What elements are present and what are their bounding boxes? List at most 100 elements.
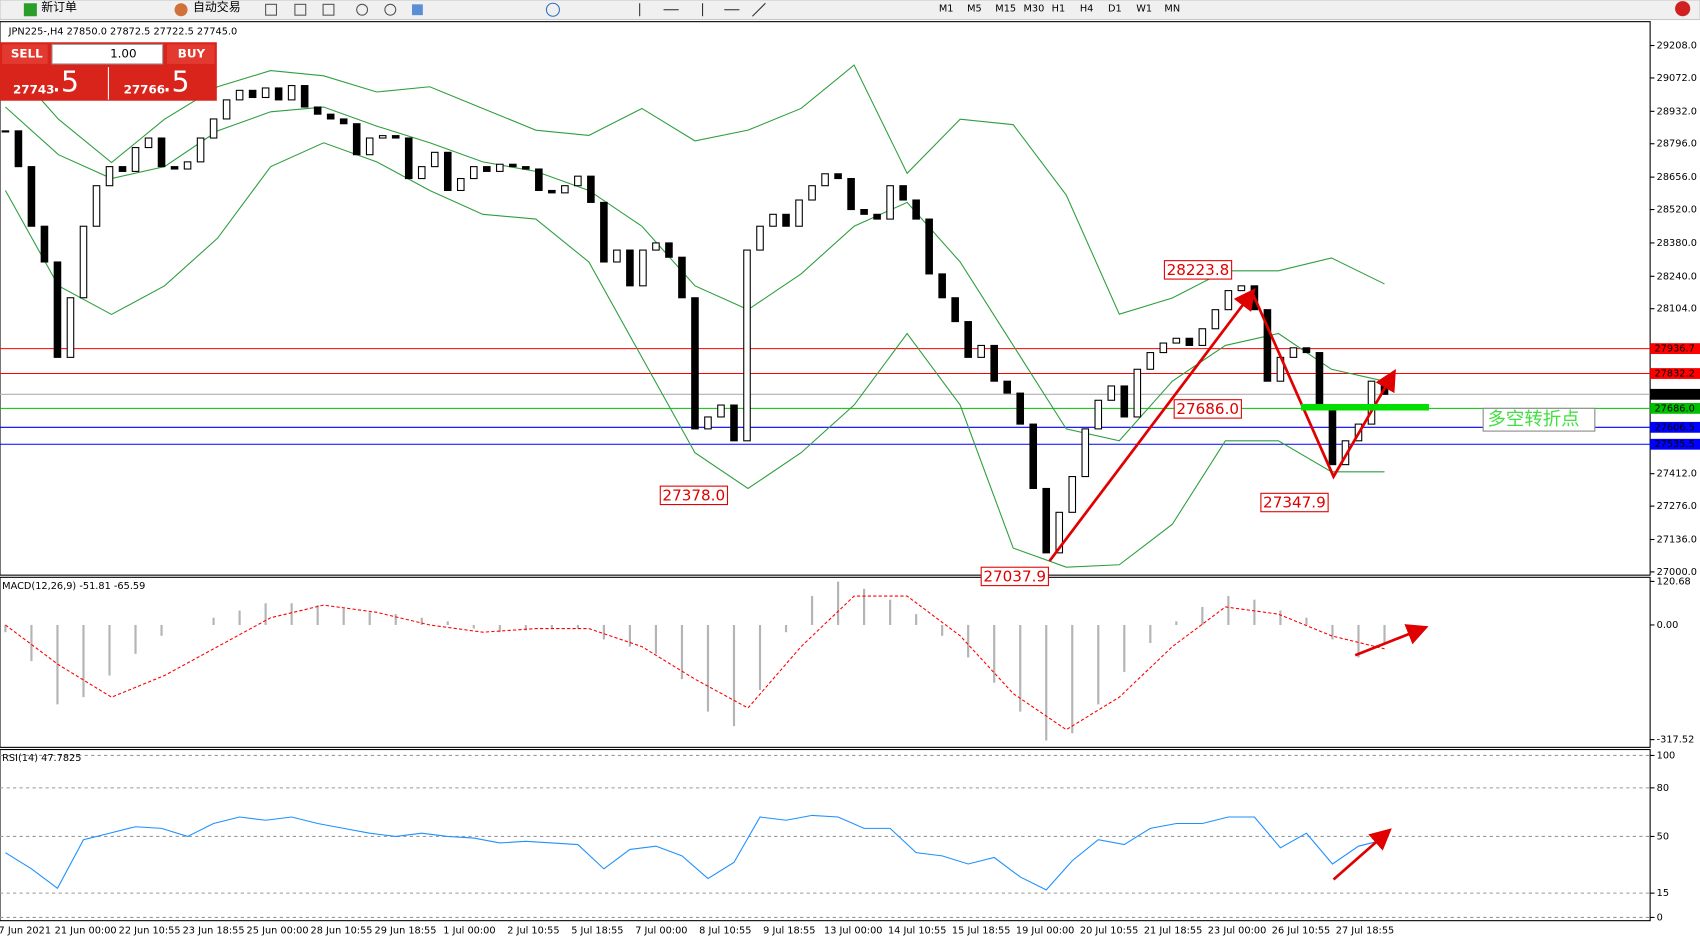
timeframe-button[interactable]: M1: [939, 4, 954, 15]
candle: [1302, 347, 1311, 354]
candle: [652, 242, 660, 251]
price-annotation-box: [1260, 492, 1329, 513]
bid-pips[interactable]: .5: [52, 65, 79, 98]
new-order-icon[interactable]: [23, 3, 37, 17]
x-tick-label: 15 Jul 18:55: [952, 925, 1010, 936]
x-tick-label: 23 Jul 00:00: [1208, 925, 1266, 936]
candle: [730, 404, 738, 442]
timeframe-button[interactable]: M15: [995, 4, 1016, 15]
y-tick-label: 29208.0: [1657, 41, 1697, 52]
candle: [678, 256, 686, 299]
candle: [14, 130, 23, 168]
candle: [1237, 285, 1246, 292]
price-annotation: 27037.9: [983, 567, 1046, 585]
candle: [40, 225, 49, 263]
timeframe-button[interactable]: M5: [967, 4, 982, 15]
new-order-button[interactable]: 新订单: [41, 0, 77, 14]
trend-arrow: [1048, 288, 1256, 562]
y-tick-label: 28104.0: [1657, 304, 1697, 315]
auto-trading-icon[interactable]: [174, 3, 188, 17]
rsi-arrow: [1332, 828, 1392, 881]
candle: [469, 166, 478, 180]
timeframe-button[interactable]: D1: [1108, 4, 1122, 15]
timeframe-button[interactable]: H1: [1052, 4, 1066, 15]
y-tick-label: 28656.0: [1657, 172, 1697, 183]
x-tick-label: 27 Jul 18:55: [1336, 925, 1394, 936]
ask-pips[interactable]: .5: [163, 65, 190, 98]
y-tick-label: 27136.0: [1657, 534, 1697, 545]
candle: [1068, 476, 1077, 513]
price-annotation: 27378.0: [662, 486, 725, 504]
lots-value[interactable]: 1.00: [110, 47, 137, 61]
candle: [1367, 380, 1376, 425]
candle: [79, 225, 88, 299]
candle: [574, 175, 582, 187]
indicator-line: [5, 814, 1385, 891]
x-tick-label: 13 Jul 00:00: [824, 925, 882, 936]
candle: [352, 123, 361, 156]
x-tick-label: 19 Jul 00:00: [1016, 925, 1074, 936]
x-tick-label: 2 Jul 10:55: [507, 925, 559, 936]
timeframe-button[interactable]: H4: [1080, 4, 1094, 15]
candle: [509, 163, 517, 168]
x-tick-label: 17 Jun 2021: [0, 925, 51, 936]
candle: [209, 118, 218, 139]
y-tick-label: 28240.0: [1657, 271, 1697, 282]
candle: [326, 113, 335, 120]
candle: [1042, 487, 1051, 554]
y-tick-label: 29072.0: [1657, 73, 1697, 84]
candle: [1016, 392, 1025, 425]
turning-zone: [1301, 404, 1429, 411]
price-annotation-box: [980, 566, 1049, 587]
buy-button[interactable]: [166, 44, 215, 64]
candle: [443, 151, 452, 192]
candle: [1263, 309, 1272, 382]
timeframe-button[interactable]: M30: [1023, 4, 1044, 15]
candle: [1159, 342, 1168, 354]
ask-price[interactable]: 27766: [124, 82, 165, 96]
alert-badge[interactable]: [1675, 1, 1691, 17]
candle: [626, 249, 634, 287]
candle: [248, 89, 257, 99]
candle: [378, 135, 387, 139]
candle: [1, 130, 10, 133]
y-tick-label: 50: [1657, 831, 1669, 842]
timeframe-button[interactable]: W1: [1136, 4, 1152, 15]
candle: [990, 344, 998, 382]
price-annotation: 28223.8: [1167, 261, 1230, 279]
auto-trading-button[interactable]: 自动交易: [193, 0, 241, 14]
candle: [144, 137, 153, 149]
indicator-line: [5, 58, 1385, 315]
timeframe-button[interactable]: MN: [1164, 4, 1180, 15]
price-annotation-box: [1163, 260, 1233, 280]
candle: [886, 185, 894, 220]
y-tick-label: 27276.0: [1657, 501, 1697, 512]
candle: [639, 249, 647, 287]
candle: [743, 249, 751, 442]
candle: [183, 161, 192, 170]
buy-label[interactable]: BUY: [178, 47, 206, 61]
candle: [912, 199, 920, 220]
sell-label[interactable]: SELL: [11, 47, 43, 61]
bid-price[interactable]: 27743: [13, 82, 54, 96]
y-tick-label: 0: [1657, 912, 1663, 923]
lots-input[interactable]: [51, 43, 164, 65]
price-annotation: 27686.0: [1176, 400, 1239, 418]
candle: [782, 213, 790, 227]
price-annotation-box: [1173, 399, 1242, 419]
candle: [964, 321, 972, 358]
x-tick-label: 7 Jul 00:00: [635, 925, 687, 936]
sell-button[interactable]: [2, 44, 48, 64]
candle: [1003, 380, 1012, 394]
candle: [131, 147, 140, 172]
candle: [1094, 399, 1103, 430]
candle: [587, 175, 595, 203]
y-tick-label: 80: [1657, 783, 1669, 794]
candle: [1029, 423, 1038, 490]
x-tick-label: 25 Jun 00:00: [247, 925, 309, 936]
candle: [1133, 368, 1142, 418]
macd-pane: [0, 576, 1651, 748]
candle: [456, 178, 465, 192]
